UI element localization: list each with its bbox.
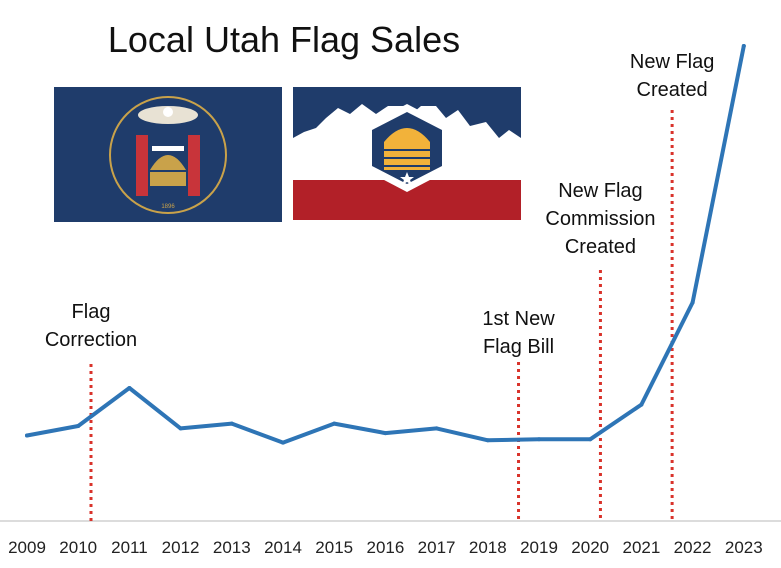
x-tick-label-2009: 2009 [8, 538, 46, 557]
star-icon [400, 172, 414, 185]
annotation-label-0-0: Flag [72, 301, 111, 323]
data-point-2009 [25, 433, 29, 438]
annotation-label-2-0: New Flag [558, 180, 642, 202]
annotation-label-0-1: Correction [45, 329, 137, 351]
utah-old-flag-image: 1896 [54, 87, 282, 222]
new-flag-sky [293, 87, 521, 138]
annotation-label-2-1: Commission [545, 208, 655, 230]
annotation-label-3-1: Created [637, 79, 708, 101]
x-tick-labels: 2009 2010 2011 2012 2013 2014 2015 2016 2017 2018… [8, 538, 763, 557]
old-flag-seal-ring [109, 96, 227, 214]
x-tick-label-2022: 2022 [674, 538, 712, 557]
data-point-2023 [741, 44, 746, 48]
data-point-2017 [434, 426, 439, 431]
data-point-2012 [178, 426, 183, 431]
data-point-2011 [127, 386, 132, 390]
annotation-label-2-2: Created [565, 236, 636, 258]
seal-shield-base [150, 172, 186, 186]
x-tick-label-2020: 2020 [571, 538, 609, 557]
eagle-head [163, 107, 173, 117]
x-tick-label-2016: 2016 [366, 538, 404, 557]
data-point-2019 [537, 437, 541, 442]
x-tick-label-2015: 2015 [315, 538, 353, 557]
data-point-2020 [588, 437, 593, 442]
chart-title: Local Utah Flag Sales [108, 19, 460, 60]
annotations-layer: Flag Correction 1st New Flag Bill New Flag Co… [45, 51, 714, 521]
annotation-label-1-1: Flag Bill [483, 336, 554, 358]
x-tick-label-2021: 2021 [622, 538, 660, 557]
seal-beehive [150, 155, 186, 170]
right-flag-bundle [188, 135, 200, 196]
x-tick-label-2011: 2011 [111, 538, 148, 557]
annotation-label-3-0: New Flag [630, 51, 714, 73]
x-tick-label-2017: 2017 [418, 538, 456, 557]
seal-banner [152, 146, 184, 151]
x-tick-label-2010: 2010 [59, 538, 97, 557]
data-point-2013 [229, 421, 234, 426]
data-point-2021 [639, 402, 644, 407]
x-tick-label-2018: 2018 [469, 538, 507, 557]
x-tick-label-2014: 2014 [264, 538, 302, 557]
series-layer [25, 44, 746, 445]
x-tick-label-2019: 2019 [520, 538, 558, 557]
utah-new-flag-image [293, 87, 521, 220]
data-point-2014 [281, 440, 285, 445]
data-point-2018 [485, 438, 490, 443]
data-point-2010 [76, 424, 81, 428]
x-tick-label-2012: 2012 [162, 538, 200, 557]
x-tick-label-2023: 2023 [725, 538, 763, 557]
seal-year-text: 1896 [161, 204, 175, 210]
left-flag-bundle [136, 135, 148, 196]
data-point-2015 [332, 421, 337, 426]
data-point-2016 [383, 431, 388, 436]
data-point-2022 [690, 300, 695, 305]
annotation-label-1-0: 1st New [482, 308, 555, 330]
x-tick-label-2013: 2013 [213, 538, 251, 557]
